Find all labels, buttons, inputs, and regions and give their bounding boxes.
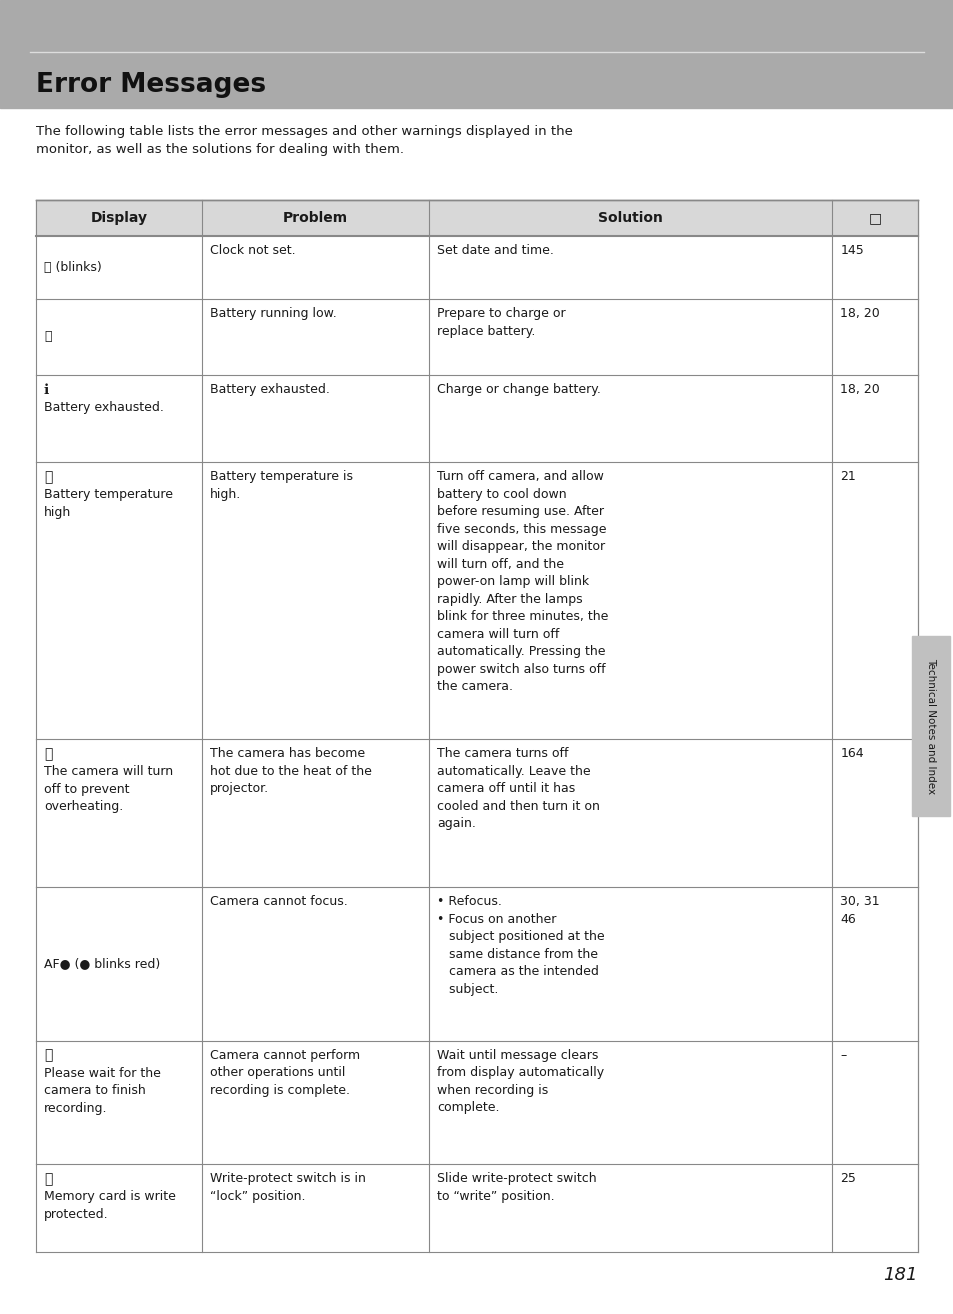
Text: Memory card is write
protected.: Memory card is write protected. — [44, 1190, 175, 1221]
Text: Please wait for the
camera to finish
recording.: Please wait for the camera to finish rec… — [44, 1067, 161, 1114]
Text: 25: 25 — [840, 1172, 856, 1185]
Bar — [36, 887, 917, 1041]
Text: Turn off camera, and allow
battery to cool down
before resuming use. After
five : Turn off camera, and allow battery to co… — [436, 470, 608, 692]
Text: Technical Notes and Index: Technical Notes and Index — [925, 658, 935, 794]
Text: □: □ — [868, 212, 881, 225]
Text: Error Messages: Error Messages — [36, 72, 266, 99]
Text: Battery exhausted.: Battery exhausted. — [210, 382, 330, 396]
Bar — [0, 0, 953, 108]
Text: The camera turns off
automatically. Leave the
camera off until it has
cooled and: The camera turns off automatically. Leav… — [436, 748, 599, 830]
Text: Display: Display — [91, 212, 148, 225]
Text: The following table lists the error messages and other warnings displayed in the: The following table lists the error mess… — [36, 125, 572, 156]
Text: The camera will turn
off to prevent
overheating.: The camera will turn off to prevent over… — [44, 765, 172, 813]
Bar — [36, 1041, 917, 1164]
Text: 145: 145 — [840, 244, 863, 258]
Text: Clock not set.: Clock not set. — [210, 244, 295, 258]
Bar — [36, 200, 917, 237]
Text: Battery temperature is
high.: Battery temperature is high. — [210, 470, 353, 501]
Bar — [36, 1164, 917, 1252]
Text: Prepare to charge or
replace battery.: Prepare to charge or replace battery. — [436, 307, 565, 338]
Bar — [911, 636, 949, 816]
Text: • Refocus.
• Focus on another
   subject positioned at the
   same distance from: • Refocus. • Focus on another subject po… — [436, 895, 604, 996]
Text: Wait until message clears
from display automatically
when recording is
complete.: Wait until message clears from display a… — [436, 1049, 604, 1114]
Text: 18, 20: 18, 20 — [840, 382, 880, 396]
Text: ⎓: ⎓ — [44, 330, 51, 343]
Text: Camera cannot perform
other operations until
recording is complete.: Camera cannot perform other operations u… — [210, 1049, 359, 1097]
Text: ⓘ: ⓘ — [44, 470, 52, 484]
Text: AF● (● blinks red): AF● (● blinks red) — [44, 958, 160, 971]
Text: The camera has become
hot due to the heat of the
projector.: The camera has become hot due to the hea… — [210, 748, 372, 795]
Text: Battery exhausted.: Battery exhausted. — [44, 401, 164, 414]
Text: Battery running low.: Battery running low. — [210, 307, 336, 321]
Bar — [36, 300, 917, 374]
Bar — [36, 740, 917, 887]
Text: Battery temperature
high: Battery temperature high — [44, 487, 172, 519]
Text: 30, 31
46: 30, 31 46 — [840, 895, 880, 926]
Text: 18, 20: 18, 20 — [840, 307, 880, 321]
Text: Solution: Solution — [598, 212, 662, 225]
Bar — [36, 374, 917, 463]
Text: ⓘ: ⓘ — [44, 748, 52, 761]
Text: 181: 181 — [882, 1265, 917, 1284]
Bar — [36, 237, 917, 300]
Text: Write-protect switch is in
“lock” position.: Write-protect switch is in “lock” positi… — [210, 1172, 365, 1204]
Text: Charge or change battery.: Charge or change battery. — [436, 382, 600, 396]
Text: ℹ: ℹ — [44, 382, 50, 397]
Text: ⓘ: ⓘ — [44, 1049, 52, 1063]
Text: 164: 164 — [840, 748, 863, 759]
Text: ⓪ (blinks): ⓪ (blinks) — [44, 261, 102, 275]
Text: Set date and time.: Set date and time. — [436, 244, 554, 258]
Text: ⓘ: ⓘ — [44, 1172, 52, 1187]
Text: 21: 21 — [840, 470, 855, 484]
Text: –: – — [840, 1049, 846, 1062]
Text: Problem: Problem — [283, 212, 348, 225]
Bar — [36, 463, 917, 740]
Text: Slide write-protect switch
to “write” position.: Slide write-protect switch to “write” po… — [436, 1172, 597, 1204]
Text: Camera cannot focus.: Camera cannot focus. — [210, 895, 347, 908]
